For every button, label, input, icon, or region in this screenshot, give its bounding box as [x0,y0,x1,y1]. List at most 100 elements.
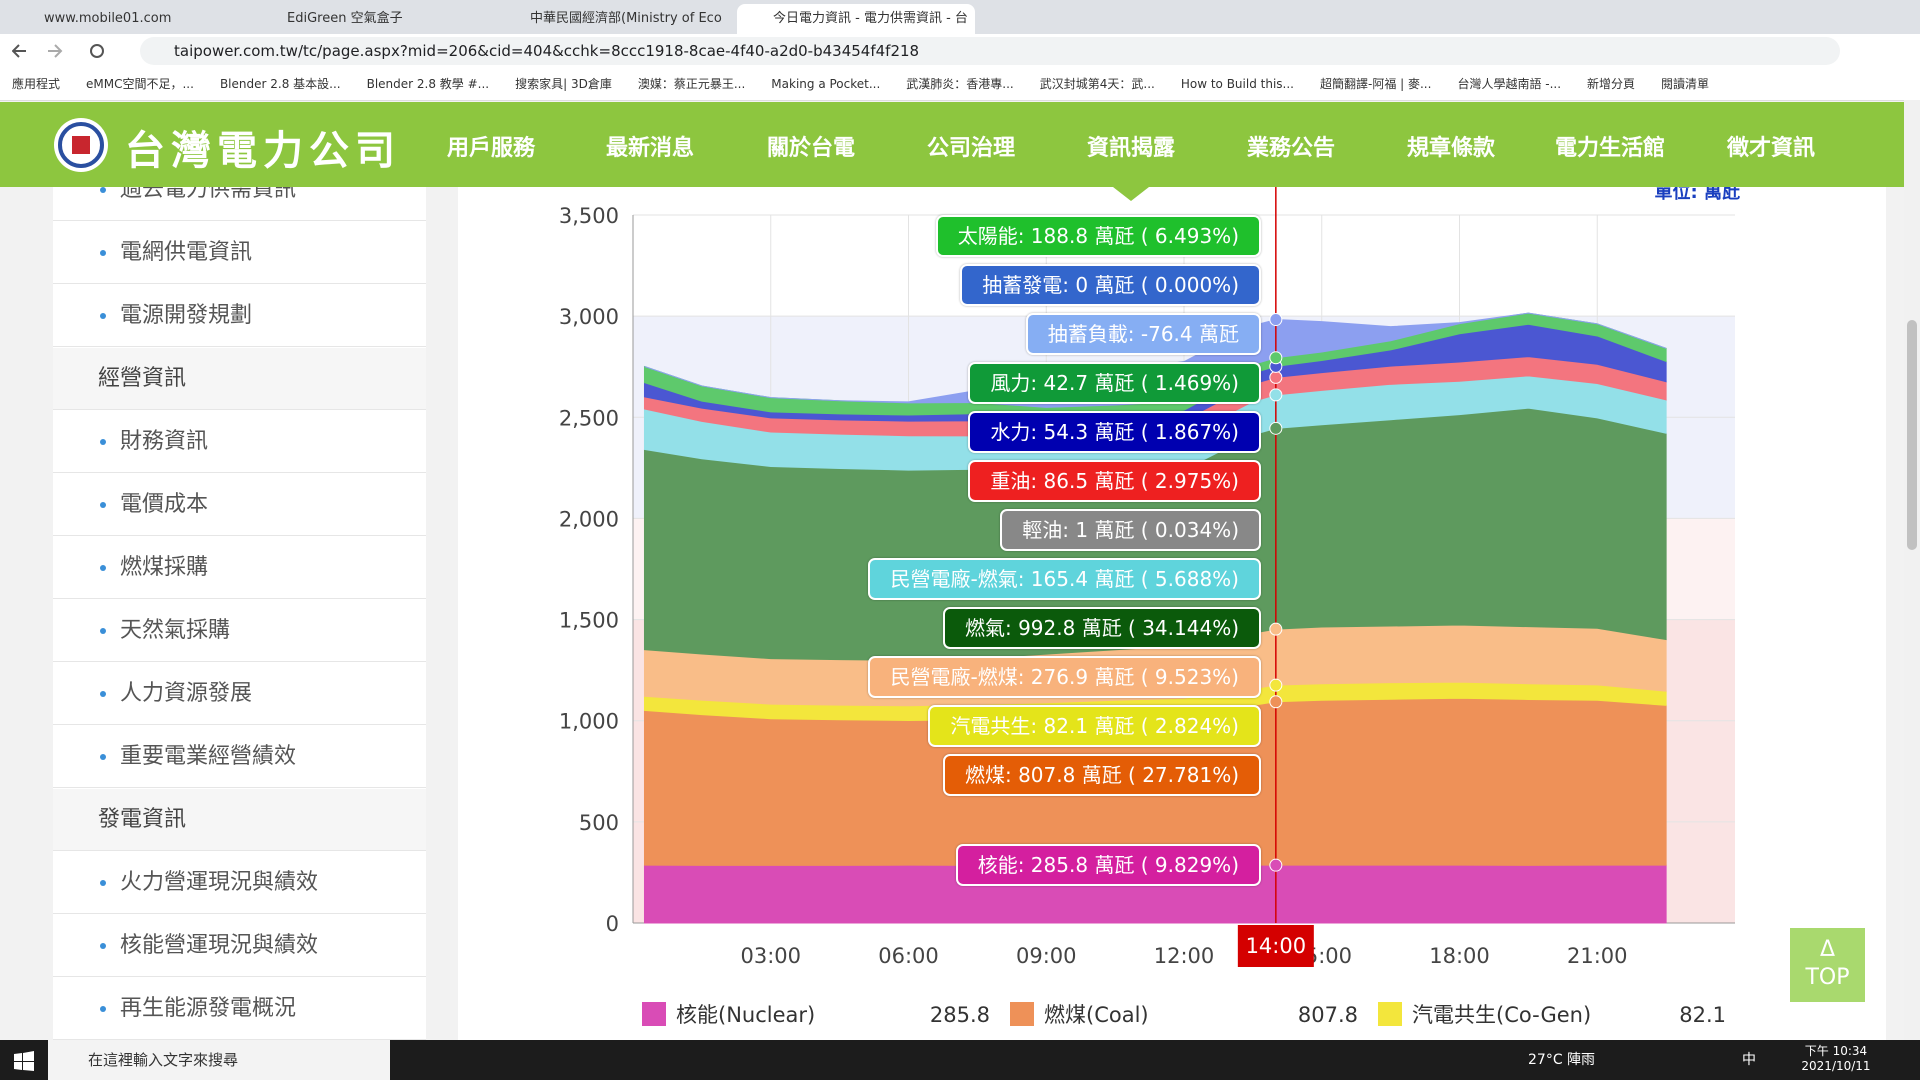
bookmark[interactable]: 新增分頁 [1587,77,1636,91]
nav-item[interactable]: 業務公告 [1246,136,1336,161]
cursor-dot [1269,695,1283,709]
y-tick-label: 2,000 [559,507,619,531]
sidebar-text: 重要電業經營績效 [120,744,297,769]
nav-item[interactable]: 規章條款 [1406,136,1496,161]
area [643,697,1667,866]
sidebar-item[interactable]: 人力資源發展 [53,663,426,725]
sidebar-text: 天然氣採購 [120,618,231,643]
sidebar-text: 過去電力供需資訊 [120,187,297,202]
x-tick-label: 09:00 [1016,944,1077,968]
weather: 27°C 陣雨 [1528,1052,1596,1068]
sidebar-text: 電源開發規劃 [120,303,253,328]
bookmark[interactable]: 搜索家具| 3D倉庫 [515,77,612,91]
y-tick-label: 1,000 [559,710,619,734]
bookmark[interactable]: eMMC空間不足，... [86,77,194,91]
sidebar-item[interactable]: 核能營運現況與績效 [53,915,426,977]
sidebar-item[interactable]: 天然氣採購 [53,600,426,662]
legend-value: 82.1 [1679,1003,1726,1027]
bookmark[interactable]: Blender 2.8 基本設... [219,77,341,91]
sidebar-text: 電網供電資訊 [120,240,253,265]
bookmark[interactable]: 澳媒：蔡正元暴王... [637,77,746,91]
nav-item[interactable]: 關於台電 [766,136,856,161]
legend-label: 燃煤(Coal) [1044,1003,1149,1027]
sidebar-text: 人力資源發展 [120,681,253,706]
nav-item[interactable]: 徵才資訊 [1726,136,1816,161]
tab-bar: www.mobile01.com EdiGreen 空氣盒子 中華民國經濟部(Min… [0,0,1920,34]
x-tick-label: 21:00 [1567,944,1628,968]
sidebar-item[interactable]: 電網供電資訊 [53,222,426,284]
bookmark[interactable]: Making a Pocket... [771,77,881,91]
sidebar-item[interactable]: 財務資訊 [53,411,426,473]
sidebar-item[interactable]: 再生能源發電概況 [53,978,426,1040]
sidebar-text: 燃煤採購 [120,555,209,580]
bookmark[interactable]: 閱讀清單 [1661,77,1710,91]
sidebar-header[interactable]: 發電資訊 [53,789,426,851]
bullet [100,565,106,571]
scrollbar[interactable] [1904,100,1920,1040]
ime: 中 [1742,1052,1756,1068]
y-tick-label: 2,500 [559,406,619,430]
x-tick-label: 06:00 [878,944,939,968]
site-header: 台灣電力公司 用戶服務 最新消息 關於台電 公司治理 資訊揭露 業務公告 規章條款 電力生活館… [0,102,1904,201]
cursor-dot [1269,388,1283,402]
bullet [100,313,106,319]
sidebar-text: 火力營運現況與績效 [120,870,319,895]
cursor-dot [1269,351,1283,365]
legend-swatch [1378,1002,1402,1026]
sidebar-header[interactable]: 經營資訊 [53,348,426,410]
bookmarks-bar: 應用程式 eMMC空間不足，... Blender 2.8 基本設... Blende… [0,68,1920,101]
sidebar-item[interactable]: 重要電業經營績效 [53,726,426,788]
bullet [100,187,106,193]
legend-swatch [642,1002,666,1026]
logo-icon [54,118,108,172]
cursor-dot [1269,421,1283,435]
y-tick-label: 1,500 [559,609,619,633]
date: 2021/10/11 [1801,1059,1871,1073]
y-tick-label: 3,500 [559,204,619,228]
top-button[interactable]: Δ TOP [1790,928,1865,1002]
search-box[interactable]: 在這裡輸入文字來搜尋 [48,1040,390,1080]
bookmark[interactable]: 台灣人學越南語 -... [1457,77,1562,91]
sidebar-item[interactable]: 電源開發規劃 [53,285,426,347]
nav-item[interactable]: 電力生活館 [1554,136,1666,161]
sidebar-text: 核能營運現況與績效 [120,933,319,958]
bookmark[interactable]: 超簡翻譯-阿福 | 麥... [1319,77,1432,91]
logo-text: 台灣電力公司 [125,127,401,174]
url[interactable]: taipower.com.tw/tc/page.aspx?mid=206&cid… [140,37,1840,65]
top-arrow: Δ [1819,937,1836,962]
nav-pointer [1113,187,1149,201]
y-tick-label: 3,000 [559,305,619,329]
cursor-dot [1269,678,1283,692]
sidebar-item[interactable]: 電價成本 [53,474,426,536]
nav-item[interactable]: 公司治理 [926,136,1016,161]
start-button[interactable] [14,1051,34,1071]
bullet [100,502,106,508]
bookmark[interactable]: 武汉封城第4天：武... [1039,77,1155,91]
top-label: TOP [1805,965,1850,990]
bookmark[interactable]: How to Build this... [1180,77,1294,91]
bookmark[interactable]: Blender 2.8 教學 #... [366,77,490,91]
bullet [100,439,106,445]
legend-value: 285.8 [930,1003,990,1027]
bookmark[interactable]: 武漢肺炎：香港專... [906,77,1014,91]
bookmark[interactable]: 應用程式 [12,77,61,91]
tab[interactable]: www.mobile01.com [44,11,172,26]
sidebar-item[interactable]: 過去電力供需資訊 [53,187,426,221]
nav-buttons[interactable] [12,41,122,61]
sidebar-item[interactable]: 燃煤採購 [53,537,426,599]
tab[interactable]: 中華民國經濟部(Ministry of Eco [530,11,722,26]
nav-item[interactable]: 用戶服務 [446,136,536,161]
legend-value: 807.8 [1298,1003,1358,1027]
nav-item[interactable]: 資訊揭露 [1086,136,1176,161]
cursor-dot [1269,622,1283,636]
bullet [100,880,106,886]
tab[interactable]: EdiGreen 空氣盒子 [287,11,403,26]
cursor-label: 14:00 [1246,934,1307,958]
cursor-box [1237,925,1314,967]
nav-item[interactable]: 最新消息 [605,136,695,161]
sidebar-item[interactable]: 火力營運現況與績效 [53,852,426,914]
sidebar-text: 經營資訊 [98,366,187,391]
cursor-dot [1269,370,1283,384]
tab[interactable]: 今日電力資訊 - 電力供需資訊 - 台 [737,4,975,34]
